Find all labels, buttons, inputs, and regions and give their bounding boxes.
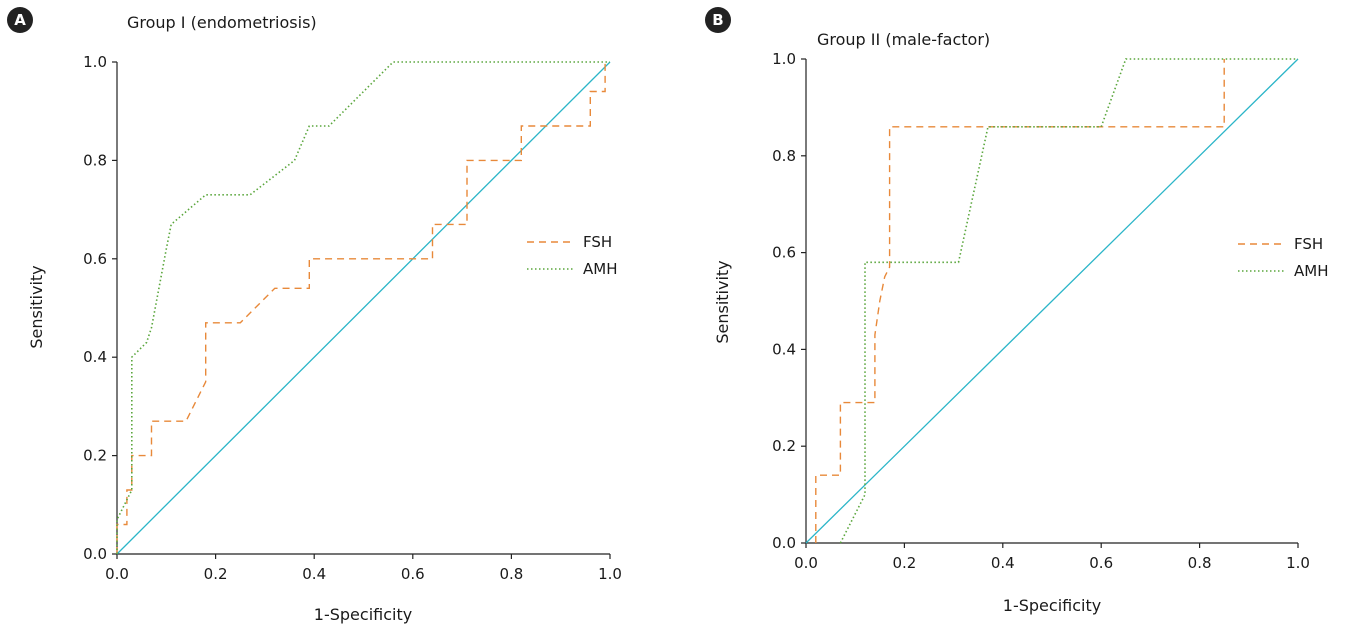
y-tick-label-a: 0.4 (83, 348, 107, 366)
panel-letter-badge-a (7, 7, 33, 33)
y-tick-label-a: 0.2 (83, 447, 107, 465)
legend-label-fsh-b: FSH (1294, 235, 1323, 253)
panel-letter-a: A (14, 11, 26, 29)
y-axis-title-a: Sensitivity (27, 265, 46, 348)
x-tick-label-a: 0.2 (204, 565, 228, 583)
y-tick-label-a: 0.0 (83, 545, 107, 563)
legend-label-amh-a: AMH (583, 260, 617, 278)
series-line-fsh-b (815, 59, 1225, 543)
chart-title-a: Group I (endometriosis) (127, 13, 317, 32)
series-line-amh-b (839, 58, 1298, 544)
x-tick-label-b: 0.6 (1089, 554, 1113, 572)
x-tick-label-b: 0.0 (794, 554, 818, 572)
x-tick-label-a: 0.8 (499, 565, 523, 583)
x-tick-label-a: 0.0 (105, 565, 129, 583)
x-tick-label-b: 0.2 (892, 554, 916, 572)
y-tick-label-a: 1.0 (83, 53, 107, 71)
y-tick-label-b: 1.0 (772, 50, 796, 68)
plot-area-b: 0.0 0.2 0.4 0.6 0.8 1.0 0.0 0.2 0.4 0.6 0.8 1.0 FSH A… (772, 50, 1328, 572)
y-tick-label-a: 0.6 (83, 250, 107, 268)
x-axis-title-a: 1-Specificity (314, 605, 412, 624)
x-tick-label-b: 1.0 (1286, 554, 1310, 572)
x-tick-label-b: 0.8 (1188, 554, 1212, 572)
panel-letter-b: B (712, 11, 723, 29)
legend-label-amh-b: AMH (1294, 262, 1328, 280)
y-tick-label-b: 0.8 (772, 147, 796, 165)
x-tick-label-a: 0.6 (401, 565, 425, 583)
y-tick-label-b: 0.4 (772, 340, 796, 358)
series-line-fsh-a (116, 62, 606, 554)
legend-label-fsh-a: FSH (583, 233, 612, 251)
y-tick-label-b: 0.0 (772, 534, 796, 552)
reference-diagonal-a (116, 61, 611, 555)
reference-diagonal-b (805, 58, 1299, 544)
plot-area-a: 0.0 0.2 0.4 0.6 0.8 1.0 0.0 0.2 0.4 0.6 0.8 1.0 FSH A… (83, 53, 622, 583)
panel-b: B Group II (male-factor) 1-Specificity S… (705, 7, 1328, 615)
x-axis-title-b: 1-Specificity (1003, 596, 1101, 615)
series-line-amh-a (116, 61, 610, 554)
y-tick-label-a: 0.8 (83, 151, 107, 169)
panel-letter-badge-b (705, 7, 731, 33)
chart-title-b: Group II (male-factor) (817, 30, 990, 49)
y-tick-label-b: 0.2 (772, 437, 796, 455)
panel-a: A Group I (endometriosis) 1-Specificity … (7, 7, 622, 624)
x-tick-label-a: 0.4 (302, 565, 326, 583)
x-tick-label-a: 1.0 (598, 565, 622, 583)
y-tick-label-b: 0.6 (772, 244, 796, 262)
y-axis-title-b: Sensitivity (713, 260, 732, 343)
x-tick-label-b: 0.4 (991, 554, 1015, 572)
